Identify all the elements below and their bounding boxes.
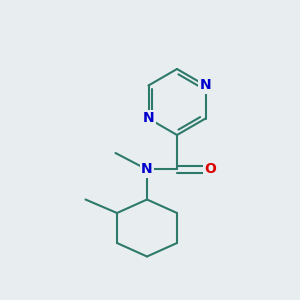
Text: N: N — [141, 163, 153, 176]
Text: O: O — [204, 163, 216, 176]
Text: N: N — [143, 112, 154, 125]
Text: N: N — [200, 79, 211, 92]
